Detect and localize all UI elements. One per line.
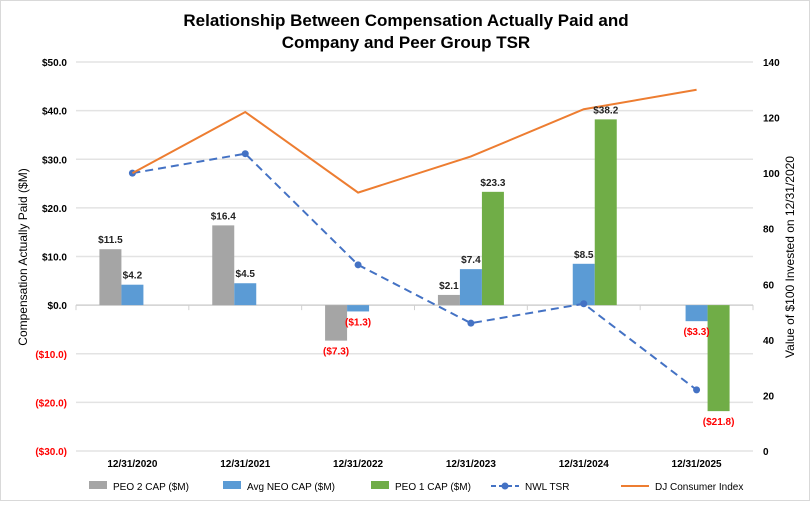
data-label: $16.4 — [211, 211, 236, 222]
y-axis-title-right: Value of $100 Invested on 12/31/2020 — [783, 156, 797, 358]
y-tick-label-left: $30.0 — [42, 155, 67, 166]
legend-swatch — [223, 481, 241, 489]
line-marker — [693, 386, 701, 394]
data-label: $2.1 — [439, 281, 459, 292]
chart-title-line2: Company and Peer Group TSR — [282, 33, 530, 52]
data-label: $4.5 — [236, 269, 256, 280]
x-tick-label: 12/31/2020 — [107, 459, 157, 470]
line-nwl-tsr — [132, 152, 698, 391]
y-tick-label-left: ($30.0) — [35, 447, 67, 458]
data-label: $23.3 — [480, 178, 505, 189]
x-tick-label: 12/31/2023 — [446, 459, 496, 470]
x-tick-label: 12/31/2021 — [220, 459, 270, 470]
y-tick-label-right: 140 — [763, 58, 780, 69]
y-tick-label-left: ($10.0) — [35, 350, 67, 361]
y-tick-label-right: 100 — [763, 169, 780, 180]
y-tick-label-right: 20 — [763, 391, 775, 402]
data-label: $8.5 — [574, 250, 594, 261]
legend-swatch — [89, 481, 107, 489]
data-label: ($7.3) — [323, 347, 349, 358]
data-label: $38.2 — [593, 105, 618, 116]
y-tick-label-right: 120 — [763, 114, 780, 125]
line-marker — [354, 261, 362, 269]
y-tick-label-left: $50.0 — [42, 58, 67, 69]
bar-peo-2-cap-m- — [437, 294, 460, 306]
y-tick-label-left: $20.0 — [42, 204, 67, 215]
line-marker — [467, 319, 475, 327]
data-label: ($21.8) — [703, 417, 735, 428]
data-label: $11.5 — [98, 235, 123, 246]
y-tick-label-left: $40.0 — [42, 107, 67, 118]
y-tick-label-right: 0 — [763, 447, 769, 458]
bar-avg-neo-cap-m- — [459, 269, 482, 306]
legend-label: PEO 2 CAP ($M) — [113, 482, 189, 493]
line-marker — [580, 300, 588, 308]
bar-peo-1-cap-m- — [594, 119, 617, 306]
y-tick-label-right: 40 — [763, 336, 775, 347]
x-tick-label: 12/31/2022 — [333, 459, 383, 470]
legend-label: DJ Consumer Index — [655, 482, 743, 493]
bar-avg-neo-cap-m- — [572, 263, 595, 306]
bar-peo-2-cap-m- — [99, 249, 122, 306]
bar-avg-neo-cap-m- — [234, 283, 257, 306]
data-label: ($3.3) — [684, 327, 710, 338]
line-marker — [241, 150, 249, 158]
y-axis-title-left: Compensation Actually Paid ($M) — [16, 168, 30, 345]
x-tick-label: 12/31/2025 — [672, 459, 722, 470]
bar-avg-neo-cap-m- — [121, 284, 144, 306]
bar-avg-neo-cap-m- — [685, 305, 708, 322]
legend-label: Avg NEO CAP ($M) — [247, 482, 335, 493]
chart-title-line1: Relationship Between Compensation Actual… — [183, 11, 628, 30]
y-tick-label-left: $10.0 — [42, 253, 67, 264]
y-tick-label-right: 80 — [763, 225, 775, 236]
legend-swatch — [371, 481, 389, 489]
legend-marker — [501, 482, 509, 490]
legend-label: PEO 1 CAP ($M) — [395, 482, 471, 493]
x-tick-label: 12/31/2024 — [559, 459, 609, 470]
y-tick-label-right: 60 — [763, 280, 775, 291]
bar-peo-1-cap-m- — [481, 191, 504, 306]
data-label: $4.2 — [123, 271, 143, 282]
bar-peo-2-cap-m- — [325, 305, 348, 341]
bar-avg-neo-cap-m- — [347, 305, 370, 312]
line-dj-consumer-index — [131, 88, 697, 194]
legend-label: NWL TSR — [525, 482, 569, 493]
y-tick-label-left: ($20.0) — [35, 398, 67, 409]
data-label: ($1.3) — [345, 317, 371, 328]
y-tick-label-left: $0.0 — [48, 301, 68, 312]
bar-peo-1-cap-m- — [707, 305, 730, 412]
data-label: $7.4 — [461, 255, 481, 266]
bar-peo-2-cap-m- — [212, 225, 235, 306]
